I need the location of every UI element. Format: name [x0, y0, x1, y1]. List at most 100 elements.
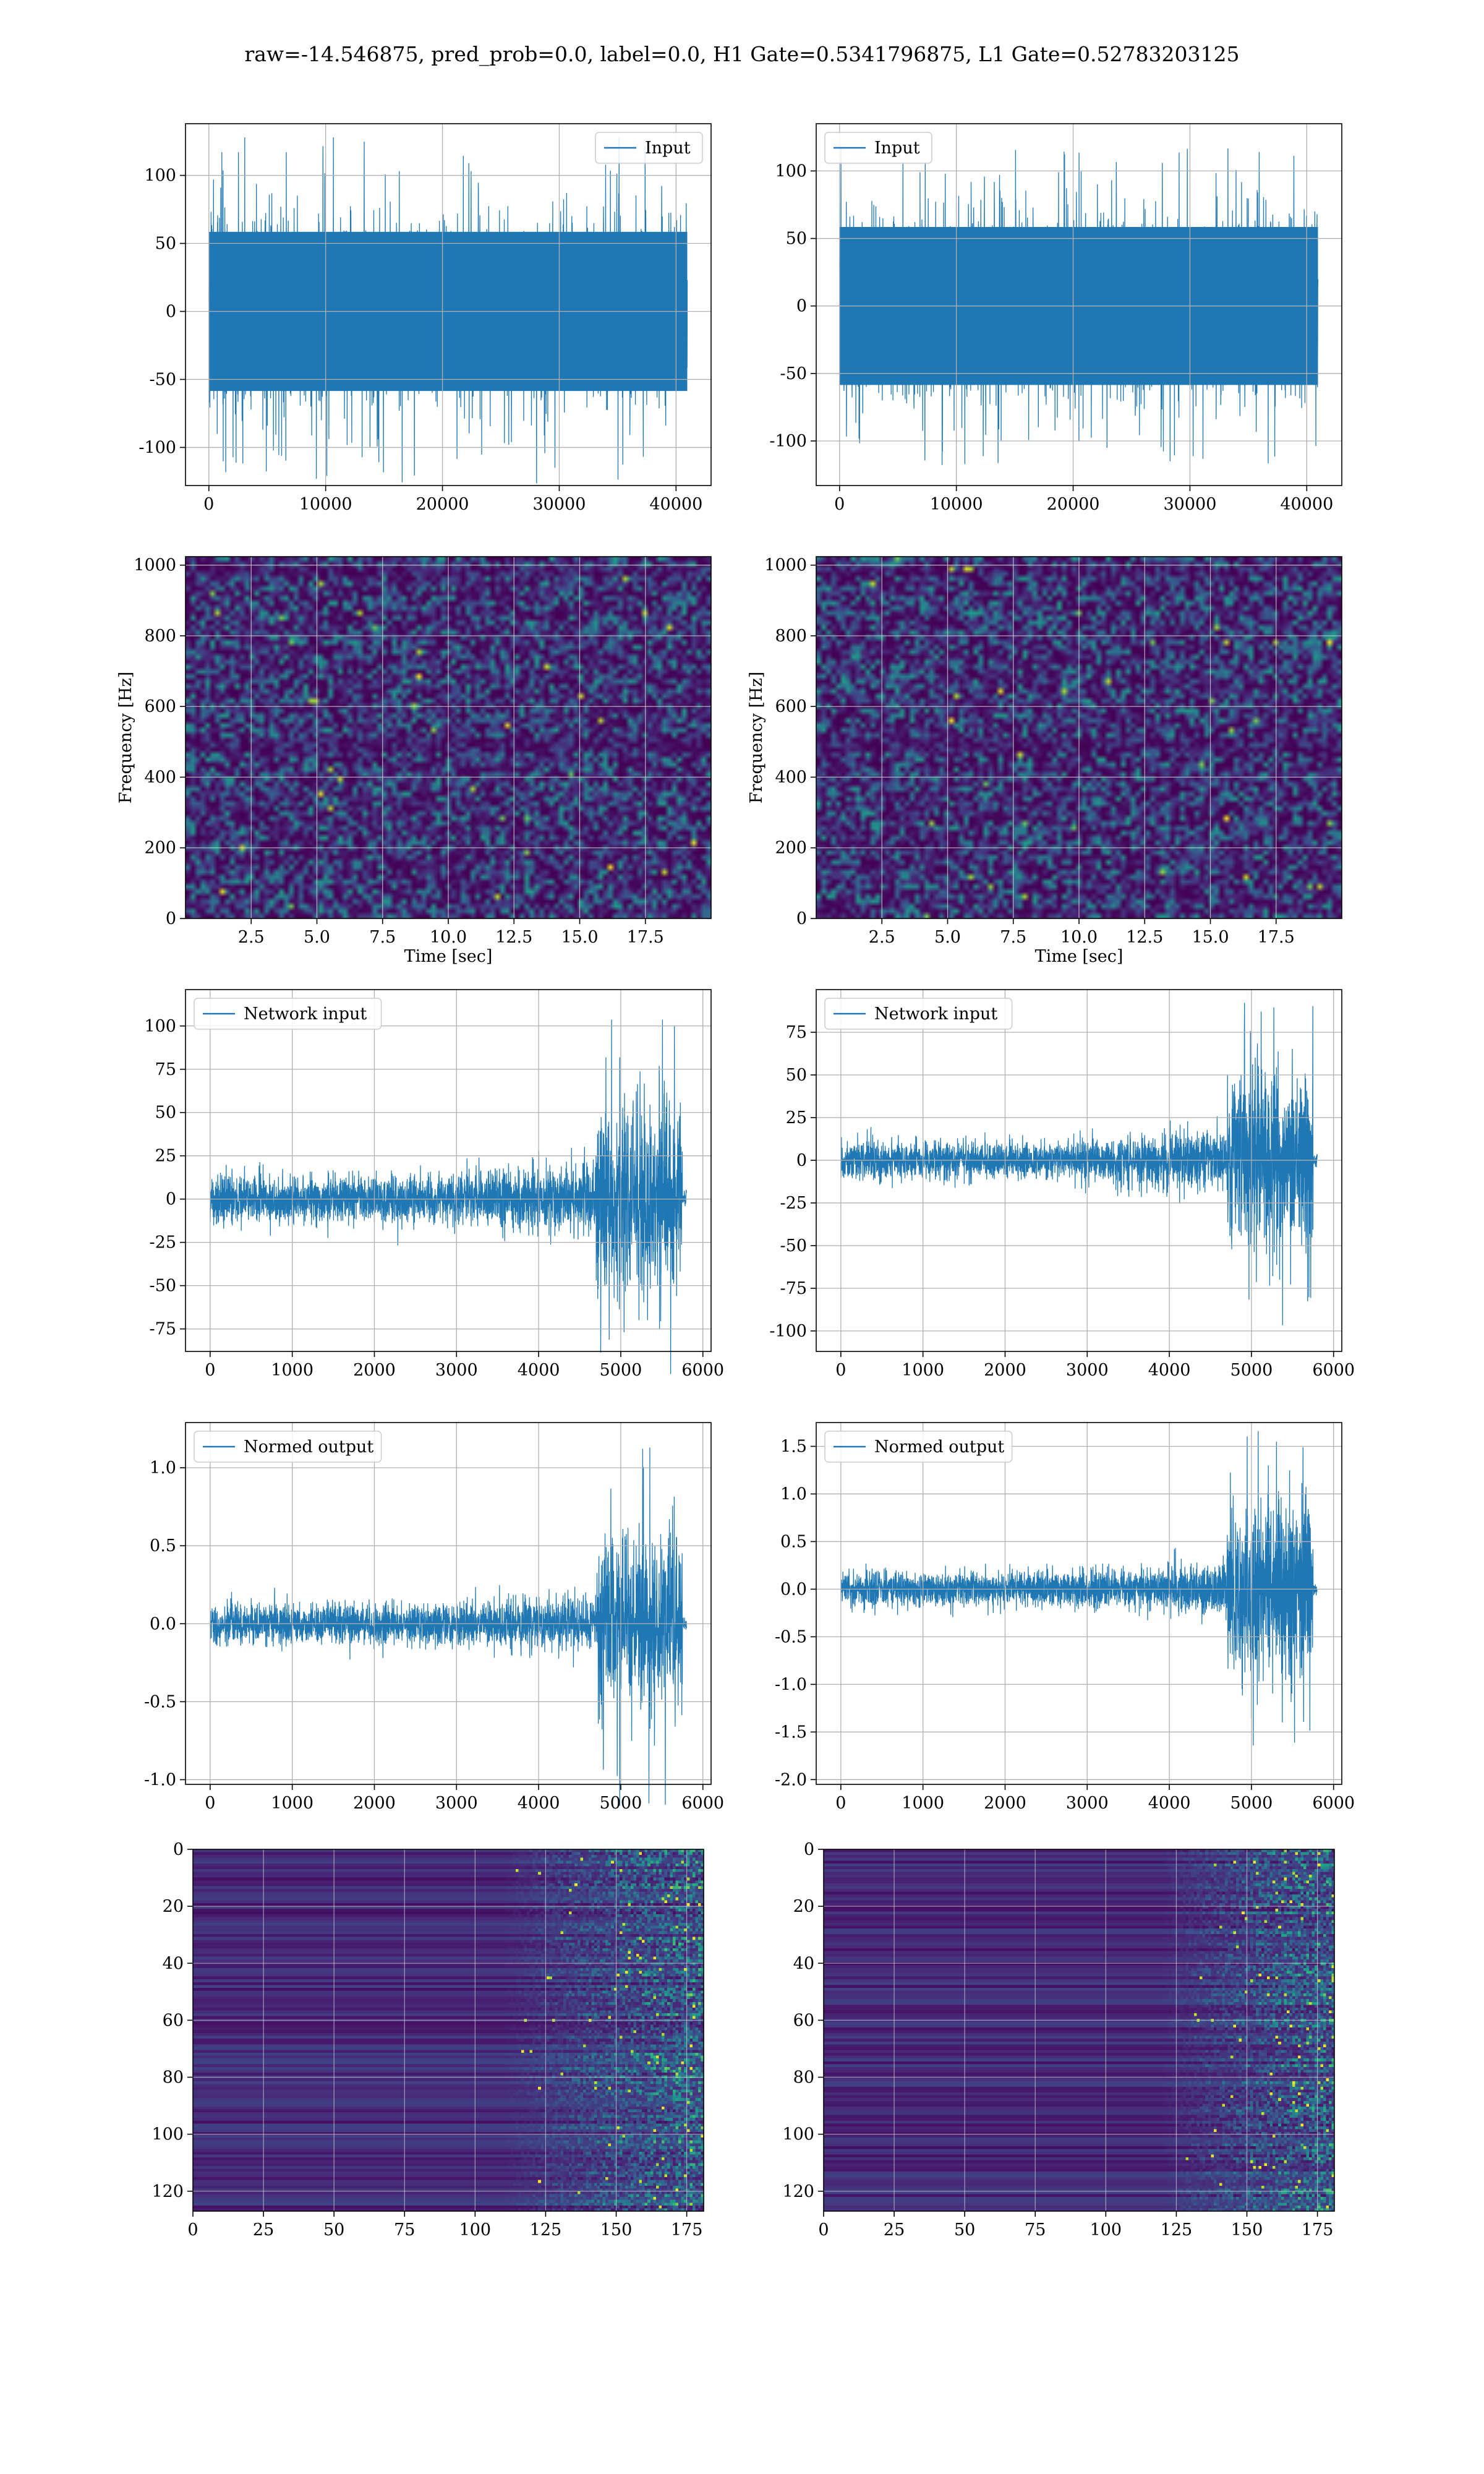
y-tick-label: 0: [796, 1151, 807, 1170]
x-tick-label: 40000: [649, 495, 702, 514]
y-tick-label: 0: [804, 1840, 814, 1859]
y-tick-label: 50: [786, 229, 807, 249]
legend: Network input: [194, 998, 382, 1030]
y-tick-label: 1.0: [150, 1458, 176, 1478]
x-tick-label: 6000: [681, 1361, 724, 1380]
y-tick-label: 600: [775, 697, 807, 716]
x-tick-label: 2000: [353, 1794, 396, 1813]
x-tick-label: 50: [323, 2220, 344, 2240]
x-tick-label: 125: [1161, 2220, 1193, 2240]
y-tick-label: 50: [155, 234, 176, 254]
x-tick-label: 40000: [1280, 495, 1333, 514]
y-tick-label: -1.5: [775, 1723, 807, 1742]
y-tick-label: -25: [150, 1233, 176, 1252]
y-tick-label: 40: [793, 1954, 814, 1973]
y-tick-label: 40: [163, 1954, 184, 1973]
x-tick-label: 0: [818, 2220, 829, 2240]
y-tick-label: 0: [166, 1190, 176, 1209]
y-tick-label: -25: [780, 1194, 807, 1213]
x-tick-label: 15.0: [561, 928, 598, 947]
x-tick-label: 150: [600, 2220, 633, 2240]
x-tick-label: 5.0: [304, 928, 330, 947]
axes-frame: [816, 123, 1342, 486]
axes-frame: [816, 556, 1342, 919]
x-tick-label: 5.0: [934, 928, 961, 947]
x-tick-label: 5000: [600, 1794, 642, 1813]
y-tick-label: -100: [139, 438, 176, 457]
x-tick-label: 30000: [532, 495, 586, 514]
x-tick-label: 0: [835, 1794, 846, 1813]
x-tick-label: 2000: [353, 1361, 396, 1380]
y-tick-label: 100: [782, 2125, 814, 2144]
y-tick-label: 1000: [134, 556, 176, 575]
x-tick-label: 0: [835, 1361, 846, 1380]
y-tick-label: -75: [780, 1279, 807, 1298]
series-line: [210, 1019, 687, 1374]
x-tick-label: 0: [205, 1361, 215, 1380]
y-tick-label: -100: [769, 432, 807, 451]
y-tick-label: -2.0: [775, 1770, 807, 1789]
y-tick-label: -1.0: [144, 1770, 176, 1789]
x-tick-label: 20000: [1047, 495, 1100, 514]
feature-map-image: [824, 1849, 1334, 2211]
y-tick-label: 1.0: [780, 1484, 807, 1504]
x-tick-label: 4000: [518, 1794, 560, 1813]
y-axis-label: Frequency [Hz]: [116, 672, 135, 803]
chart-l1-spectrogram: 2.5 5.0 7.5 10.0 12.5 15.0 17.5 0 200 400 600 800 10…: [747, 556, 1342, 966]
y-tick-label: 400: [775, 768, 807, 787]
y-tick-label: 1.5: [780, 1437, 807, 1456]
chart-l1-feature-map: 0 25 50 75 100 125 150 175 0 20 40 60 80 100 120: [782, 1840, 1335, 2240]
legend-frame: [824, 998, 1013, 1030]
x-tick-label: 75: [1025, 2220, 1046, 2240]
x-tick-label: 100: [459, 2220, 492, 2240]
legend-frame: [194, 998, 382, 1030]
axes-frame: [185, 123, 712, 486]
y-tick-label: 0: [796, 297, 807, 316]
y-tick-label: 80: [793, 2068, 814, 2087]
axes-frame: [192, 1849, 704, 2212]
y-tick-label: -1.0: [775, 1675, 807, 1694]
y-tick-label: 800: [775, 627, 807, 646]
y-tick-label: 0: [166, 909, 176, 928]
y-axis-label: Frequency [Hz]: [747, 672, 766, 803]
chart-h1-normed-output: 0 1000 2000 3000 4000 5000 6000 -1.0 -0.5 0.0 0.5 1…: [144, 1422, 724, 1813]
x-tick-label: 3000: [1066, 1361, 1109, 1380]
x-tick-label: 7.5: [1000, 928, 1026, 947]
grid-lines: [816, 1423, 1342, 1784]
legend: Normed output: [194, 1431, 382, 1463]
y-tick-label: 100: [144, 166, 176, 186]
x-tick-label: 10.0: [1060, 928, 1098, 947]
x-axis-label: Time [sec]: [1035, 947, 1124, 966]
x-tick-label: 17.5: [1258, 928, 1295, 947]
x-tick-label: 12.5: [495, 928, 532, 947]
legend-label: Input: [874, 139, 920, 158]
y-tick-label: -50: [780, 364, 807, 383]
legend: Network input: [824, 998, 1013, 1030]
y-tick-label: -50: [150, 370, 176, 389]
grid-lines: [186, 1423, 711, 1784]
series-line: [840, 1431, 1318, 1746]
x-tick-label: 1000: [271, 1794, 313, 1813]
feature-map-image: [193, 1849, 704, 2211]
x-tick-label: 0: [203, 495, 214, 514]
y-tick-label: 0.0: [780, 1580, 807, 1599]
x-tick-label: 15.0: [1192, 928, 1229, 947]
y-tick-label: 60: [793, 2011, 814, 2030]
legend: Input: [595, 132, 703, 164]
x-tick-label: 1000: [902, 1361, 944, 1380]
x-tick-label: 7.5: [369, 928, 396, 947]
y-tick-label: 200: [144, 839, 176, 858]
y-tick-label: 100: [144, 1017, 176, 1036]
x-tick-label: 1000: [271, 1361, 313, 1380]
y-tick-label: 0: [173, 1840, 184, 1859]
y-tick-label: 400: [144, 768, 176, 787]
x-tick-label: 150: [1231, 2220, 1263, 2240]
y-tick-label: 200: [775, 839, 807, 858]
x-tick-label: 3000: [435, 1794, 478, 1813]
legend-frame: [194, 1431, 382, 1463]
x-tick-label: 2000: [984, 1794, 1026, 1813]
legend-frame: [595, 132, 703, 164]
y-tick-label: 1000: [764, 556, 807, 575]
y-tick-label: 100: [775, 161, 807, 181]
